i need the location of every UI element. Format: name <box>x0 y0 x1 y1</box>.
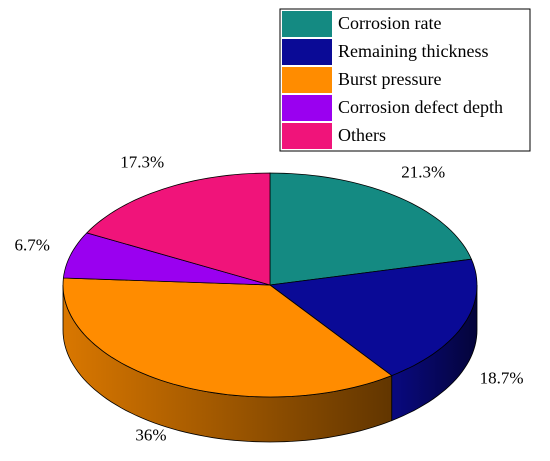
slice <box>268 258 478 377</box>
value-label: 6.7% <box>14 236 49 255</box>
slice <box>86 172 271 286</box>
value-label: 21.3% <box>401 163 445 182</box>
slice <box>269 172 472 286</box>
legend-label: Burst pressure <box>338 69 441 89</box>
legend-swatch <box>282 95 332 121</box>
value-label: 36% <box>135 425 166 444</box>
slice-side-shade <box>391 285 477 421</box>
value-label: 18.7% <box>480 368 524 387</box>
value-label: 17.3% <box>120 152 164 171</box>
legend-swatch <box>282 39 332 65</box>
legend-swatch <box>282 67 332 93</box>
legend-label: Corrosion rate <box>338 13 441 33</box>
slice-side-shade <box>63 285 392 442</box>
legend-swatch <box>282 11 332 37</box>
legend-label: Others <box>338 125 386 145</box>
legend-swatch <box>282 123 332 149</box>
slice <box>62 277 393 398</box>
legend-label: Remaining thickness <box>338 41 488 61</box>
slice <box>62 232 271 286</box>
legend-label: Corrosion defect depth <box>338 97 503 117</box>
